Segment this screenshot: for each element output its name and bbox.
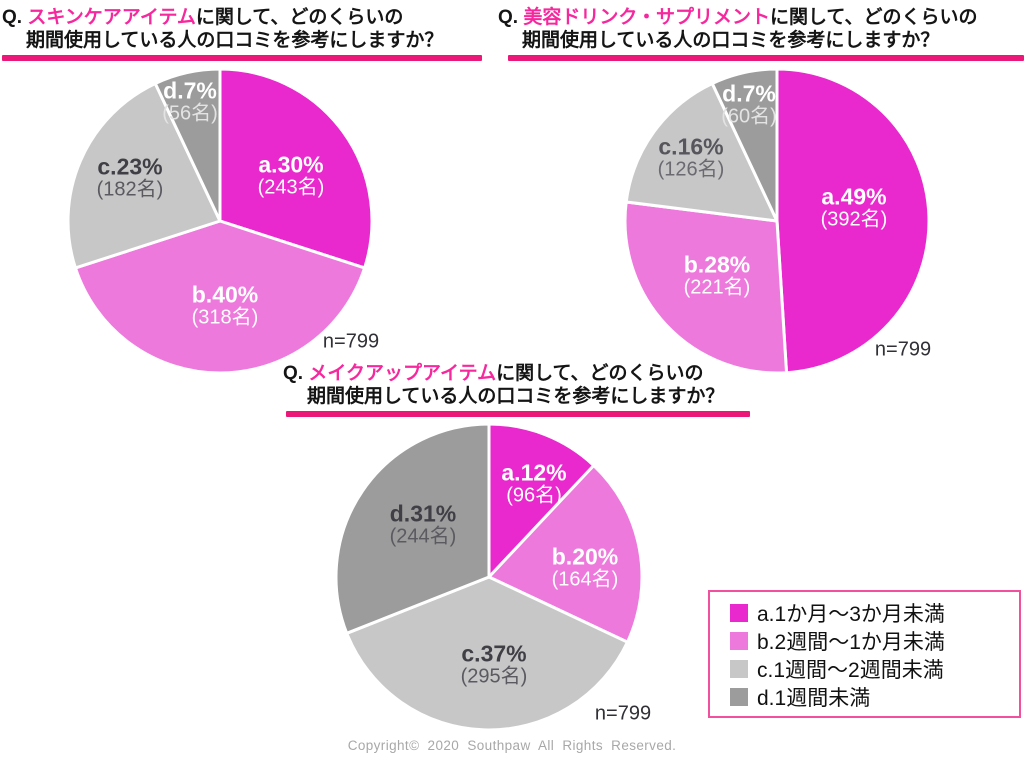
sample-size-makeup: n=799 — [594, 702, 652, 725]
question-title-skincare: Q. スキンケアアイテムに関して、どのくらいの 期間使用している人の口コミを参考… — [2, 6, 482, 61]
question-line1: Q. スキンケアアイテムに関して、どのくらいの — [2, 7, 404, 28]
pie-2-slice-b — [487, 463, 644, 644]
pie-2-slice-c — [345, 575, 629, 732]
pie-1-slice-d — [710, 67, 779, 223]
legend-item-d: d.1週間未満 — [730, 683, 1009, 710]
question-title-makeup: Q. メイクアップアイテムに関して、どのくらいの 期間使用している人の口コミを参… — [283, 362, 750, 417]
copyright-text: Copyright© 2020 Southpaw All Rights Rese… — [347, 738, 677, 753]
pie-1-slice-c — [624, 81, 779, 223]
pie-0-slice-c — [66, 81, 222, 270]
title-underline — [508, 55, 1024, 61]
question-line2: 期間使用している人の口コミを参考にしますか？ — [26, 30, 444, 51]
question-line2: 期間使用している人の口コミを参考にしますか？ — [522, 30, 940, 51]
pie-1-slice-a — [775, 67, 931, 375]
question-line1: Q. メイクアップアイテムに関して、どのくらいの — [283, 363, 704, 384]
sample-size-supplement: n=799 — [874, 338, 932, 361]
pie-2-slice-a — [487, 422, 596, 579]
question-subject: メイクアップアイテム — [308, 363, 497, 384]
legend-swatch-a-icon — [730, 603, 748, 622]
legend-item-a: a.1か月～3か月未満 — [730, 599, 1009, 626]
legend-swatch-b-icon — [730, 631, 748, 650]
question-title-supplement: Q. 美容ドリンク・サプリメントに関して、どのくらいの 期間使用している人の口コ… — [498, 6, 1024, 61]
title-underline — [2, 55, 482, 61]
question-subject: 美容ドリンク・サプリメント — [523, 7, 770, 28]
question-line2: 期間使用している人の口コミを参考にしますか？ — [307, 386, 725, 407]
pie-0-slice-b — [73, 219, 367, 375]
legend-item-b: b.2週間～1か月未満 — [730, 627, 1009, 654]
legend-swatch-c-icon — [730, 659, 748, 678]
pie-0-slice-d — [153, 67, 222, 223]
legend-item-c: c.1週間～2週間未満 — [730, 655, 1009, 682]
legend-label: c.1週間～2週間未満 — [757, 658, 944, 682]
legend-swatch-d-icon — [730, 687, 748, 706]
sample-size-skincare: n=799 — [322, 330, 380, 353]
title-underline — [286, 411, 750, 417]
legend-label: b.2週間～1か月未満 — [757, 630, 945, 654]
legend-box: a.1か月～3か月未満 b.2週間～1か月未満 c.1週間～2週間未満 d.1週… — [708, 590, 1021, 718]
question-line1: Q. 美容ドリンク・サプリメントに関して、どのくらいの — [498, 7, 978, 28]
pie-0-slice-a — [218, 67, 374, 270]
pie-1-slice-b — [623, 200, 789, 375]
pie-2-slice-d — [334, 422, 491, 635]
legend-label: a.1か月～3か月未満 — [757, 602, 945, 626]
legend-label: d.1週間未満 — [757, 686, 871, 710]
question-subject: スキンケアアイテム — [27, 7, 196, 28]
